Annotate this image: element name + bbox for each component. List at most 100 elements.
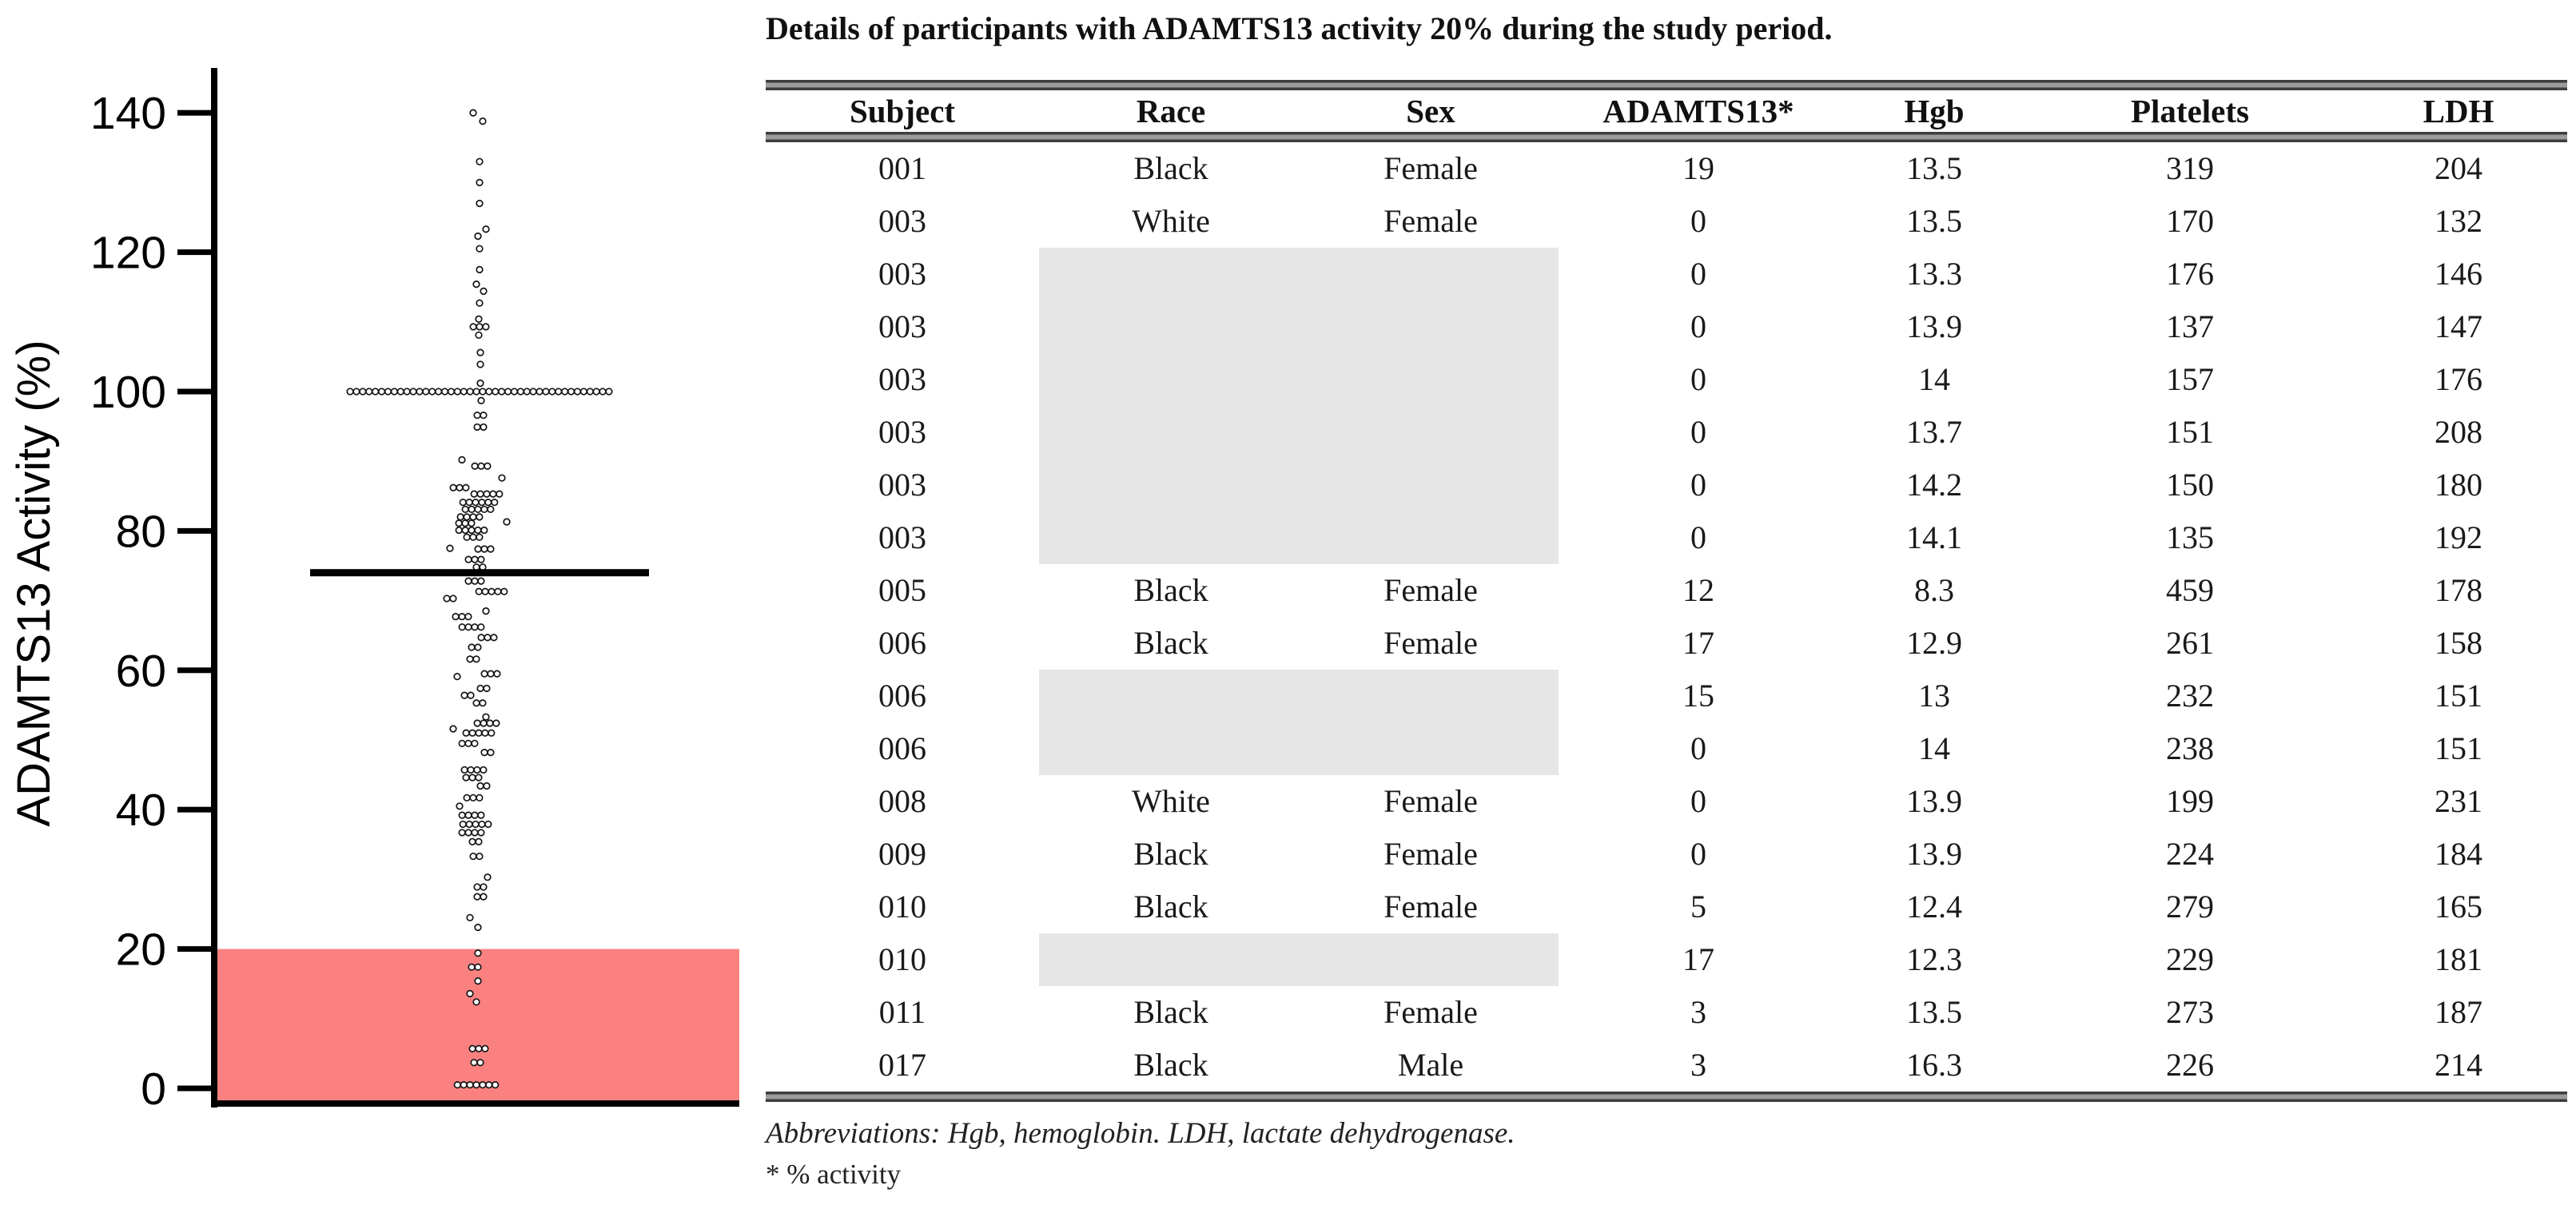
data-point	[480, 766, 488, 774]
table-cell-ldh: 204	[2435, 150, 2482, 186]
table-cell-race: Black	[1133, 625, 1208, 661]
table-cell-platelets: 170	[2166, 203, 2214, 239]
table-cell-merged-race-sex	[1039, 406, 1559, 459]
data-point	[490, 634, 498, 642]
data-point	[492, 1080, 500, 1089]
data-point	[487, 545, 495, 553]
y-tick-label: 120	[90, 228, 166, 279]
data-point	[486, 719, 494, 727]
table-cell-hgb: 14	[1918, 361, 1950, 397]
data-point	[460, 691, 468, 699]
table-cell-adamts13: 0	[1690, 467, 1706, 503]
data-point	[476, 782, 484, 790]
column-header: LDH	[2423, 93, 2494, 129]
table-cell-platelets: 135	[2166, 519, 2214, 555]
data-point	[477, 462, 485, 470]
data-point	[469, 323, 477, 331]
table-cell-race: Black	[1133, 994, 1208, 1030]
y-axis-tick	[177, 806, 216, 813]
data-point	[468, 526, 476, 535]
data-point	[479, 1080, 487, 1089]
data-point	[452, 613, 460, 621]
table-cell-subject: 003	[878, 308, 926, 344]
data-point	[476, 793, 484, 802]
table-header-rule	[766, 132, 2567, 142]
table-cell-subject: 008	[878, 783, 926, 819]
data-point	[469, 793, 477, 802]
data-point	[579, 388, 587, 396]
data-point	[409, 388, 417, 396]
data-point	[481, 729, 489, 737]
table-cell-merged-race-sex	[1039, 353, 1559, 406]
table-cell-hgb: 13.3	[1906, 256, 1962, 292]
y-axis-tick	[177, 946, 216, 953]
table-cell-subject: 009	[878, 836, 926, 872]
y-axis-tick	[177, 1085, 216, 1092]
data-point	[463, 513, 471, 521]
y-axis-tick	[177, 249, 216, 256]
data-point	[472, 498, 480, 507]
data-point	[453, 388, 461, 396]
data-point	[469, 852, 477, 861]
table-cell-subject: 017	[878, 1047, 926, 1083]
data-point	[463, 793, 471, 802]
table-cell-subject: 011	[878, 994, 926, 1030]
data-point	[483, 782, 491, 790]
data-point	[468, 643, 476, 651]
data-point	[465, 498, 473, 507]
table-cell-merged-race-sex	[1039, 300, 1559, 353]
data-point	[390, 388, 399, 396]
table-cell-adamts13: 0	[1690, 519, 1706, 555]
table-cell-hgb: 12.9	[1906, 625, 1962, 661]
data-point	[428, 388, 436, 396]
data-point	[567, 388, 575, 396]
data-point	[449, 595, 457, 603]
data-point	[365, 388, 373, 396]
table-cell-adamts13: 0	[1690, 730, 1706, 766]
data-point	[461, 526, 469, 535]
table-cell-platelets: 319	[2166, 150, 2214, 186]
table-cell-platelets: 232	[2166, 678, 2214, 714]
data-point	[476, 513, 484, 521]
table-cell-subject: 003	[878, 203, 926, 239]
table-cell-merged-race-sex	[1039, 511, 1559, 564]
data-point	[479, 117, 487, 125]
data-point	[475, 774, 483, 782]
participants-table-section: Details of participants with ADAMTS13 ac…	[766, 0, 2567, 1191]
table-cell-adamts13: 17	[1682, 941, 1714, 977]
y-axis-line	[211, 68, 217, 1108]
data-point	[472, 280, 480, 288]
data-point	[503, 518, 511, 526]
data-point	[384, 388, 392, 396]
table-cell-merged-race-sex	[1039, 722, 1559, 775]
table-cell-adamts13: 0	[1690, 308, 1706, 344]
data-point	[487, 670, 495, 678]
y-axis-title: ADAMTS13 Activity (%)	[8, 340, 60, 826]
data-point	[458, 455, 466, 464]
data-point	[416, 388, 424, 396]
data-point	[471, 577, 479, 585]
table-cell-subject: 003	[878, 467, 926, 503]
data-point	[474, 949, 482, 957]
data-point	[377, 388, 386, 396]
data-point	[456, 483, 464, 491]
data-point	[464, 623, 472, 631]
data-point	[461, 519, 469, 527]
data-point	[484, 498, 492, 507]
data-point	[456, 513, 464, 521]
data-point	[599, 388, 607, 396]
table-cell-hgb: 13	[1918, 678, 1950, 714]
data-point	[477, 811, 485, 819]
data-point	[476, 265, 484, 274]
table-cell-hgb: 14.1	[1906, 519, 1962, 555]
data-point	[542, 388, 550, 396]
data-point	[481, 1044, 489, 1052]
x-baseline	[211, 1100, 739, 1107]
table-cell-sex: Female	[1384, 150, 1478, 186]
data-point	[476, 852, 484, 861]
table-cell-sex: Female	[1384, 836, 1478, 872]
table-cell-platelets: 176	[2166, 256, 2214, 292]
table-cell-platelets: 137	[2166, 308, 2214, 344]
data-point	[475, 315, 483, 323]
data-point	[476, 178, 484, 187]
